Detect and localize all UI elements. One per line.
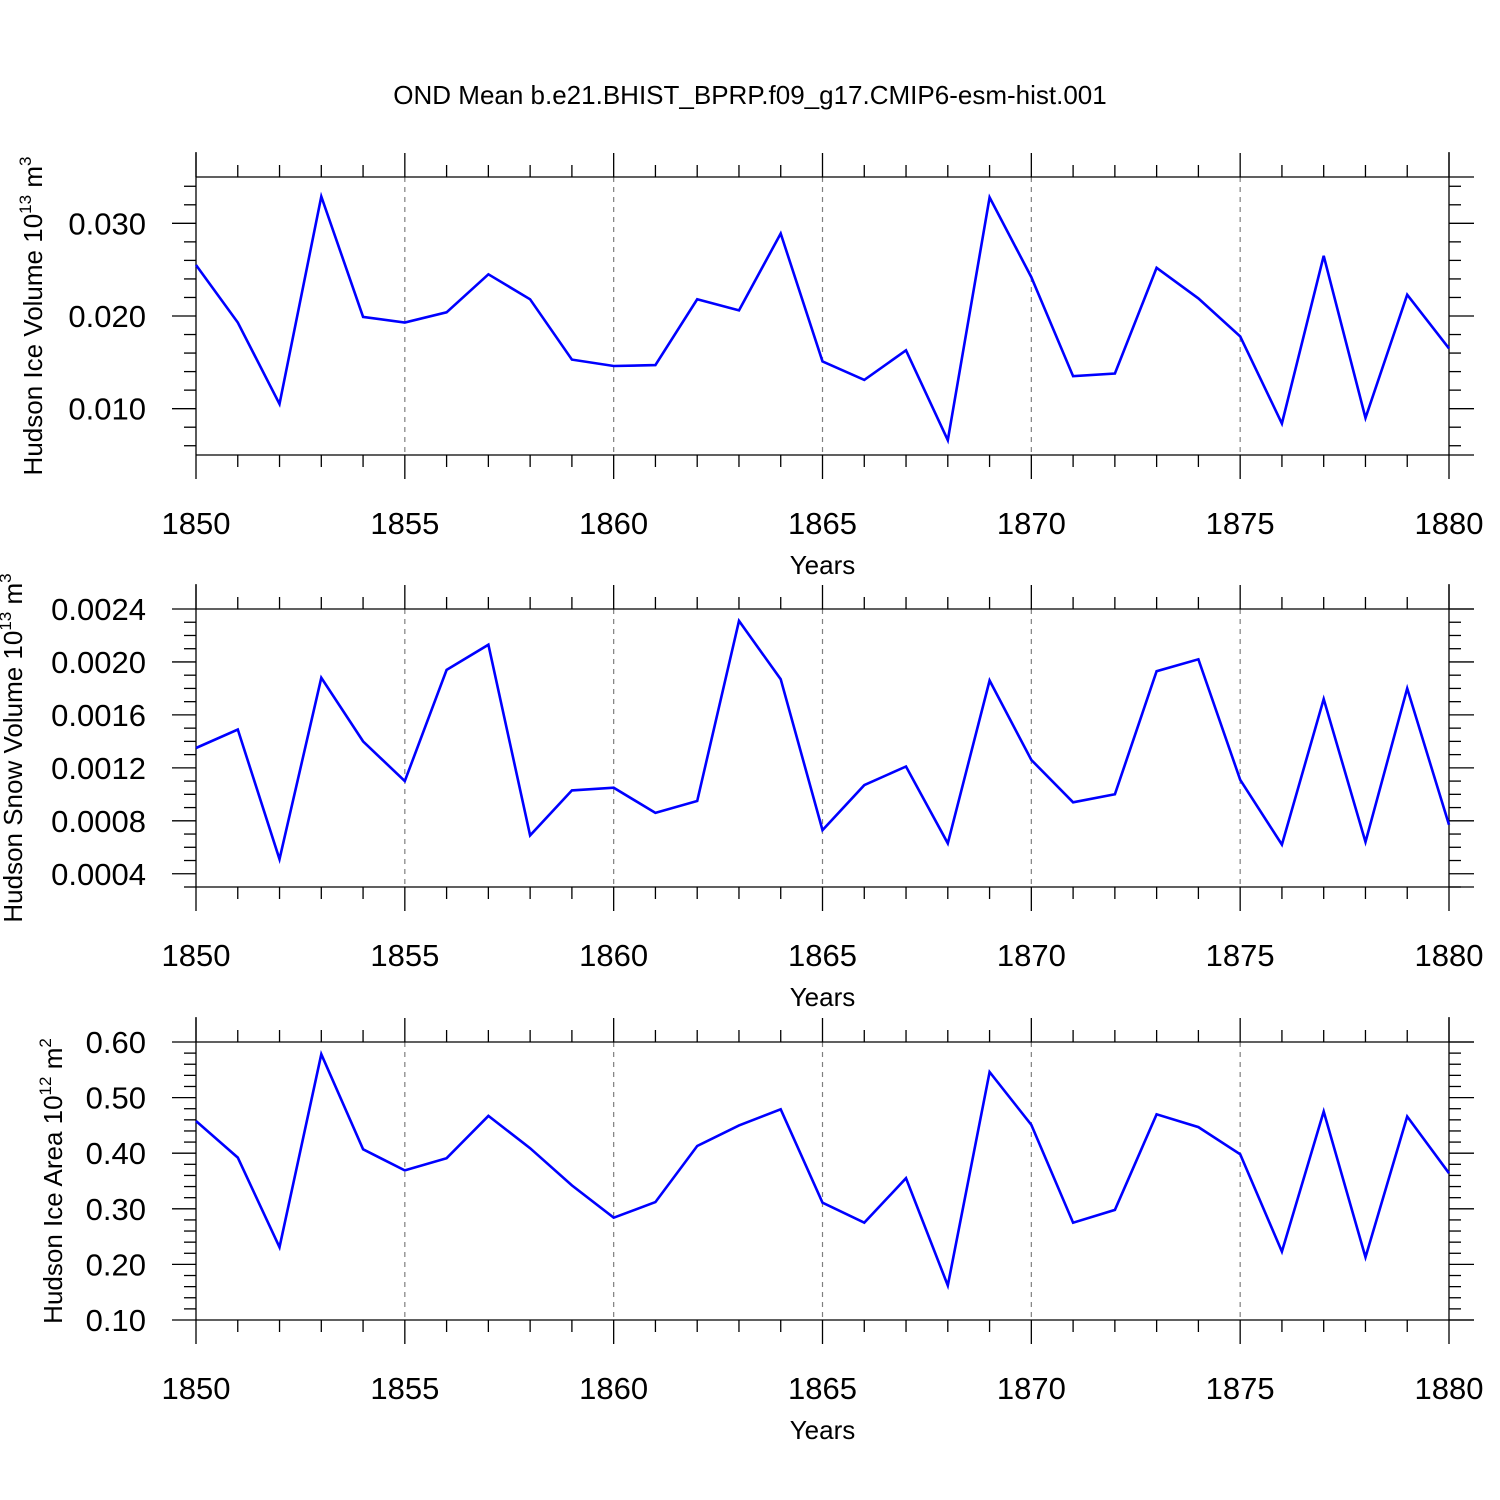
x-tick-label: 1855 — [370, 1371, 439, 1406]
x-tick-label: 1860 — [579, 938, 648, 973]
y-tick-label: 0.10 — [86, 1303, 146, 1338]
x-axis-label: Years — [790, 982, 856, 1012]
x-tick-label: 1860 — [579, 1371, 648, 1406]
chart-panel-1: 1850 1855 1860 1865 1870 1875 1880 Years 0.010 0.… — [16, 152, 1483, 580]
x-tick-label: 1875 — [1206, 1371, 1275, 1406]
x-tick-label: 1875 — [1206, 506, 1275, 541]
x-tick-label: 1865 — [788, 506, 857, 541]
x-tick-label: 1855 — [370, 506, 439, 541]
x-tick-label: 1850 — [162, 1371, 231, 1406]
series-line — [194, 191, 1451, 445]
chart-panel-3: 1850 1855 1860 1865 1870 1875 1880 Years 0.10 0.2… — [36, 1017, 1483, 1445]
y-tick-label: 0.20 — [86, 1247, 146, 1282]
x-tick-label: 1880 — [1415, 1371, 1484, 1406]
series-line — [195, 617, 1451, 865]
x-tick-label: 1855 — [370, 938, 439, 973]
y-axis-label: Hudson Ice Volume 1013 m3 — [16, 157, 48, 476]
y-tick-label: 0.010 — [68, 392, 146, 427]
y-tick-label: 0.0024 — [51, 592, 146, 627]
x-tick-label: 1860 — [579, 506, 648, 541]
chart-panel-2: 1850 1855 1860 1865 1870 1875 1880 Years 0.0004 0… — [0, 573, 1483, 1012]
y-tick-label: 0.40 — [86, 1136, 146, 1171]
x-tick-label: 1865 — [788, 1371, 857, 1406]
x-tick-label: 1865 — [788, 938, 857, 973]
x-tick-label: 1850 — [162, 938, 231, 973]
x-axis-label: Years — [790, 1415, 856, 1445]
y-tick-label: 0.020 — [68, 299, 146, 334]
y-tick-label: 0.30 — [86, 1192, 146, 1227]
y-tick-label: 0.0008 — [51, 804, 146, 839]
y-tick-label: 0.60 — [86, 1025, 146, 1060]
x-tick-label: 1875 — [1206, 938, 1275, 973]
x-tick-label: 1850 — [162, 506, 231, 541]
y-tick-label: 0.0020 — [51, 645, 146, 680]
y-tick-label: 0.030 — [68, 206, 146, 241]
y-tick-label: 0.0012 — [51, 751, 146, 786]
x-tick-label: 1880 — [1415, 506, 1484, 541]
x-tick-label: 1870 — [997, 938, 1066, 973]
y-tick-label: 0.50 — [86, 1081, 146, 1116]
x-axis-label: Years — [790, 550, 856, 580]
series-line — [195, 1050, 1451, 1291]
figure-title: OND Mean b.e21.BHIST_BPRP.f09_g17.CMIP6-… — [393, 80, 1107, 110]
y-axis-label: Hudson Ice Area 1012 m2 — [36, 1038, 68, 1324]
y-tick-label: 0.0004 — [51, 857, 146, 892]
y-axis-label: Hudson Snow Volume 1013 m3 — [0, 573, 28, 922]
x-tick-label: 1870 — [997, 1371, 1066, 1406]
y-tick-label: 0.0016 — [51, 698, 146, 733]
x-tick-label: 1870 — [997, 506, 1066, 541]
x-tick-label: 1880 — [1415, 938, 1484, 973]
